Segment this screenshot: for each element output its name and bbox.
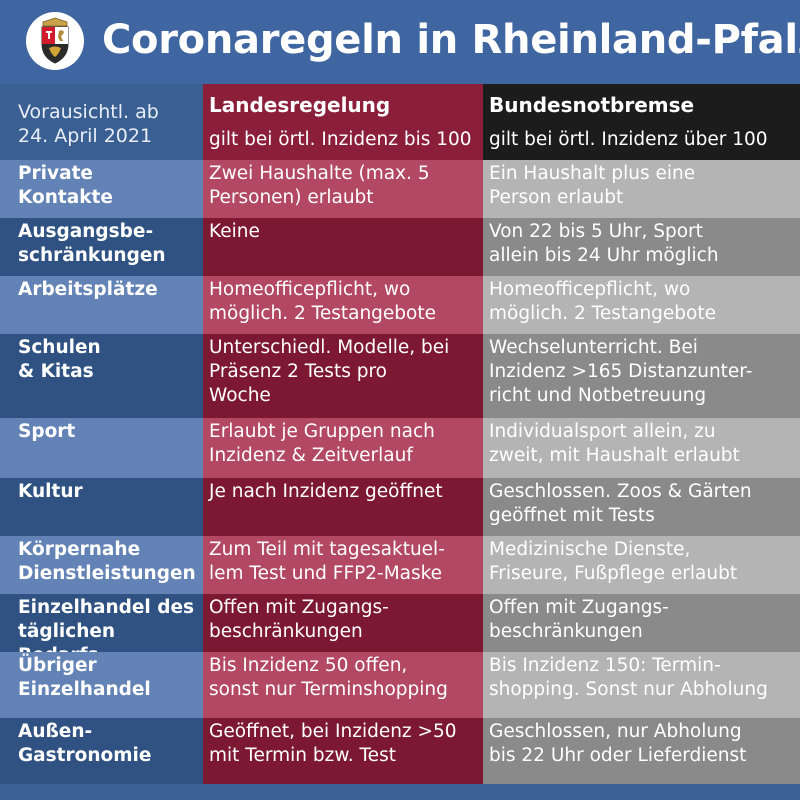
header-bar: Coronaregeln in Rheinland-Pfalz (0, 0, 800, 84)
bundes-text: Offen mit Zugangs- beschränkungen (489, 597, 669, 642)
landesregelung-header: Landesregelung gilt bei örtl. Inzidenz b… (203, 84, 483, 160)
landes-cell: Homeofficepflicht, wo möglich. 2 Testang… (203, 276, 483, 334)
bundes-text: Individualsport allein, zu zweit, mit Ha… (489, 421, 740, 466)
landes-text: Je nach Inzidenz geöffnet (209, 481, 443, 502)
landes-cell: Unterschiedl. Modelle, bei Präsenz 2 Tes… (203, 334, 483, 418)
bundes-cell: Offen mit Zugangs- beschränkungen (483, 594, 800, 652)
bundes-cell: Geschlossen. Zoos & Gärten geöffnet mit … (483, 478, 800, 536)
bundes-text: Von 22 bis 5 Uhr, Sport allein bis 24 Uh… (489, 221, 719, 266)
row-label: Schulen & Kitas (18, 337, 101, 382)
effective-date-label: Vorausichtl. ab 24. April 2021 (18, 101, 159, 147)
landes-cell: Offen mit Zugangs- beschränkungen (203, 594, 483, 652)
bundes-text: Medizinische Dienste, Friseure, Fußpfleg… (489, 539, 738, 584)
landes-cell: Zum Teil mit tagesaktuel- lem Test und F… (203, 536, 483, 594)
landesregelung-title: Landesregelung (209, 93, 391, 117)
row-label: Kultur (18, 481, 83, 502)
table-row-einzelhandel-taeglicher-bedarf: Einzelhandel des täglichen Bedarfs Offen… (0, 594, 800, 666)
bundes-cell: Ein Haushalt plus eine Person erlaubt (483, 160, 800, 218)
row-label: Sport (18, 421, 76, 442)
bottom-strip (203, 784, 800, 800)
landes-cell: Erlaubt je Gruppen nach Inzidenz & Zeitv… (203, 418, 483, 478)
row-label-cell: Außen- Gastronomie (0, 718, 203, 784)
row-label-cell: Einzelhandel des täglichen Bedarfs (0, 594, 203, 666)
table-row-kultur: Kultur Je nach Inzidenz geöffnet Geschlo… (0, 478, 800, 536)
table-row-aussen-gastronomie: Außen- Gastronomie Geöffnet, bei Inziden… (0, 718, 800, 784)
row-label-cell: Private Kontakte (0, 160, 203, 218)
bundes-cell: Individualsport allein, zu zweit, mit Ha… (483, 418, 800, 478)
bundes-cell: Geschlossen, nur Abholung bis 22 Uhr ode… (483, 718, 800, 784)
row-label: Ausgangsbe- schränkungen (18, 221, 166, 266)
bundes-cell: Medizinische Dienste, Friseure, Fußpfleg… (483, 536, 800, 594)
rules-table: Vorausichtl. ab 24. April 2021 Landesreg… (0, 84, 800, 800)
landes-cell: Keine (203, 218, 483, 276)
rlp-coat-of-arms-icon (26, 12, 84, 70)
row-label-cell: Kultur (0, 478, 203, 536)
corner-header-cell: Vorausichtl. ab 24. April 2021 (0, 84, 203, 160)
bundes-cell: Homeofficepflicht, wo möglich. 2 Testang… (483, 276, 800, 334)
row-label: Arbeitsplätze (18, 279, 158, 300)
landes-cell: Je nach Inzidenz geöffnet (203, 478, 483, 536)
bundesnotbremse-subtitle: gilt bei örtl. Inzidenz über 100 (489, 129, 768, 150)
table-row-arbeitsplaetze: Arbeitsplätze Homeofficepflicht, wo mögl… (0, 276, 800, 334)
row-label-cell: Ausgangsbe- schränkungen (0, 218, 203, 276)
landes-text: Keine (209, 221, 260, 242)
bundes-text: Geschlossen, nur Abholung bis 22 Uhr ode… (489, 721, 747, 766)
landes-text: Zwei Haushalte (max. 5 Personen) erlaubt (209, 163, 430, 208)
landes-cell: Bis Inzidenz 50 offen, sonst nur Termins… (203, 652, 483, 718)
landes-text: Bis Inzidenz 50 offen, sonst nur Termins… (209, 655, 448, 700)
row-label-cell: Übriger Einzelhandel (0, 652, 203, 718)
landes-cell: Zwei Haushalte (max. 5 Personen) erlaubt (203, 160, 483, 218)
landes-text: Unterschiedl. Modelle, bei Präsenz 2 Tes… (209, 337, 450, 406)
landes-text: Erlaubt je Gruppen nach Inzidenz & Zeitv… (209, 421, 435, 466)
landes-cell: Geöffnet, bei Inzidenz >50 mit Termin bz… (203, 718, 483, 784)
table-row-sport: Sport Erlaubt je Gruppen nach Inzidenz &… (0, 418, 800, 478)
page-title: Coronaregeln in Rheinland-Pfalz (102, 17, 800, 63)
bundesnotbremse-header: Bundesnotbremse gilt bei örtl. Inzidenz … (483, 84, 800, 160)
bundes-text: Homeofficepflicht, wo möglich. 2 Testang… (489, 279, 716, 324)
bundes-cell: Von 22 bis 5 Uhr, Sport allein bis 24 Uh… (483, 218, 800, 276)
table-row-uebriger-einzelhandel: Übriger Einzelhandel Bis Inzidenz 50 off… (0, 652, 800, 718)
table-row-ausgangsbeschraenkungen: Ausgangsbe- schränkungen Keine Von 22 bi… (0, 218, 800, 276)
table-row-koerpernahe-dienstleistungen: Körpernahe Dienstleistungen Zum Teil mit… (0, 536, 800, 594)
bundes-cell: Bis Inzidenz 150: Termin- shopping. Sons… (483, 652, 800, 718)
row-label: Außen- Gastronomie (18, 721, 152, 766)
bundes-text: Ein Haushalt plus eine Person erlaubt (489, 163, 696, 208)
bundes-text: Geschlossen. Zoos & Gärten geöffnet mit … (489, 481, 752, 526)
row-label-cell: Schulen & Kitas (0, 334, 203, 418)
row-label-cell: Arbeitsplätze (0, 276, 203, 334)
row-label-cell: Körpernahe Dienstleistungen (0, 536, 203, 594)
landes-text: Offen mit Zugangs- beschränkungen (209, 597, 389, 642)
landes-text: Homeofficepflicht, wo möglich. 2 Testang… (209, 279, 436, 324)
landesregelung-subtitle: gilt bei örtl. Inzidenz bis 100 (209, 129, 472, 150)
row-label: Private Kontakte (18, 163, 113, 208)
table-row-schulen-kitas: Schulen & Kitas Unterschiedl. Modelle, b… (0, 334, 800, 418)
row-label: Übriger Einzelhandel (18, 655, 151, 700)
landes-text: Geöffnet, bei Inzidenz >50 mit Termin bz… (209, 721, 457, 766)
bundes-cell: Wechselunterricht. Bei Inzidenz >165 Dis… (483, 334, 800, 418)
row-label-cell: Sport (0, 418, 203, 478)
bundes-text: Bis Inzidenz 150: Termin- shopping. Sons… (489, 655, 768, 700)
landes-text: Zum Teil mit tagesaktuel- lem Test und F… (209, 539, 445, 584)
row-label: Körpernahe Dienstleistungen (18, 539, 196, 584)
bundes-text: Wechselunterricht. Bei Inzidenz >165 Dis… (489, 337, 753, 406)
table-row-private-kontakte: Private Kontakte Zwei Haushalte (max. 5 … (0, 160, 800, 218)
bundesnotbremse-title: Bundesnotbremse (489, 93, 695, 117)
